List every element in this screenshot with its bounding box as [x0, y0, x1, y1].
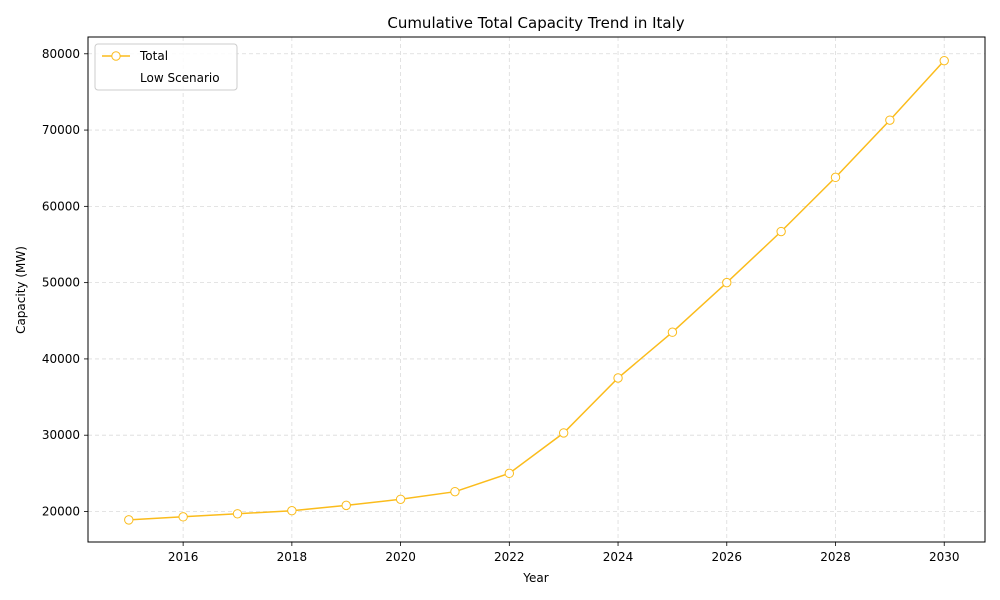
x-tick-label: 2020 [385, 550, 416, 564]
data-point-total [395, 494, 406, 504]
y-tick-label: 80000 [42, 47, 80, 61]
y-tick-label: 30000 [42, 428, 80, 442]
plot-area-frame [87, 36, 986, 543]
data-point-total [341, 500, 351, 511]
data-point-total [885, 115, 895, 125]
data-point-total [232, 509, 243, 519]
data-point-total [287, 506, 297, 516]
axis-ticks: 2016 2018 2020 2022 2024 2026 2028 2030 20000 300… [42, 47, 960, 564]
y-axis-label: Capacity (MW) [14, 246, 28, 334]
x-tick-label: 2024 [603, 550, 634, 564]
legend-box [94, 43, 238, 91]
data-point-total [124, 515, 134, 525]
series-line-total [128, 60, 945, 521]
x-tick-label: 2030 [929, 550, 960, 564]
legend-label-total: Total [139, 49, 168, 63]
data-point-total [178, 512, 188, 522]
data-point-total [722, 277, 732, 288]
legend-label-low-scenario: Low Scenario [140, 71, 220, 85]
data-point-total [613, 373, 623, 383]
y-tick-label: 40000 [42, 352, 80, 366]
x-tick-label: 2022 [494, 550, 525, 564]
chart-title: Cumulative Total Capacity Trend in Italy [387, 14, 684, 32]
y-tick-label: 50000 [42, 276, 80, 290]
data-point-total [939, 55, 949, 66]
data-point-total [830, 172, 841, 183]
grid [88, 37, 985, 542]
data-point-total [667, 327, 678, 337]
y-tick-label: 70000 [42, 123, 80, 137]
legend: Total Low Scenario [94, 43, 238, 91]
x-tick-label: 2016 [168, 550, 199, 564]
x-axis-label: Year [522, 571, 548, 585]
series-group [124, 55, 949, 525]
x-tick-label: 2018 [277, 550, 308, 564]
x-tick-label: 2026 [711, 550, 742, 564]
y-tick-label: 60000 [42, 199, 80, 213]
data-point-total [450, 486, 460, 497]
data-point-total [776, 226, 786, 237]
data-point-total [558, 428, 569, 438]
data-point-total [504, 468, 515, 479]
legend-marker-total [111, 51, 121, 61]
y-tick-label: 20000 [42, 504, 80, 518]
x-tick-label: 2028 [820, 550, 851, 564]
